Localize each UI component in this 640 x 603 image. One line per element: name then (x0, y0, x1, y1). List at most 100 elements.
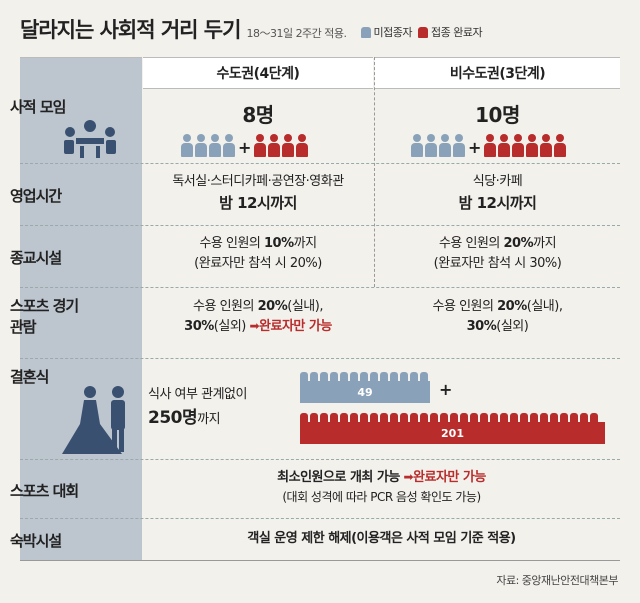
nonmetro-religion-note: (완료자만 참석 시 30%) (433, 256, 562, 272)
wedding-unvaccinated-heads (300, 372, 430, 382)
plus-sign: + (238, 138, 252, 157)
label-religion: 종교시설 (10, 249, 62, 267)
metro-religion-percent: 10% (264, 236, 294, 251)
vaccinated-person-icon (498, 134, 511, 157)
nonmetro-sports-viewing: 수용 인원의 20%(실내), 30%(실외) (375, 297, 620, 337)
wedding-unvaccinated-bar: 49 (300, 381, 430, 403)
wedding-text: 식사 여부 관계없이 250명까지 (148, 385, 298, 431)
unvaccinated-person-icon (410, 372, 418, 382)
text: 수용 인원의 (432, 299, 498, 314)
plus-sign: + (439, 380, 453, 399)
vaccinated-person-icon (360, 413, 368, 423)
vaccinated-person-icon (310, 413, 318, 423)
label-line: 관람 (10, 318, 37, 336)
legend-vaccinated: 접종 완료자 (431, 25, 483, 39)
metro-religion: 수용 인원의 10%까지 (완료자만 참석 시 20%) (143, 234, 373, 274)
row-divider (20, 163, 620, 164)
text: 까지 (293, 236, 317, 251)
metro-outdoor-percent: 30% (184, 319, 214, 335)
metro-sports-viewing: 수용 인원의 20%(실내), 30%(실외) ➡완료자만 가능 (143, 297, 373, 337)
unvaccinated-person-icon (300, 372, 308, 382)
text: 수용 인원의 (193, 299, 258, 314)
unvaccinated-person-icon (330, 372, 338, 382)
vaccinated-person-icon (470, 413, 478, 423)
vaccinated-person-icon (340, 413, 348, 423)
text: (실외) (213, 319, 250, 335)
vaccinated-person-icon (550, 413, 558, 423)
unvaccinated-person-icon (425, 134, 437, 157)
plus-sign: + (468, 138, 482, 157)
sports-event-rule: 최소인원으로 개최 가능 (277, 470, 400, 485)
unvaccinated-person-icon (400, 372, 408, 382)
nonmetro-religion-percent: 20% (503, 236, 534, 251)
unvaccinated-person-icon (453, 134, 465, 157)
vaccinated-person-icon (580, 413, 588, 423)
vaccinated-person-icon (520, 413, 528, 423)
label-sports-viewing: 스포츠 경기 관람 (0, 296, 122, 338)
column-header-nonmetro: 비수도권(3단계) (375, 57, 620, 89)
metro-people-group: + (180, 134, 309, 157)
metro-religion-note: (완료자만 참석 시 20%) (194, 256, 322, 272)
vaccinated-person-icon (418, 27, 429, 38)
row-labels-column (20, 88, 142, 560)
sports-event-note: (대회 성격에 따라 PCR 음성 확인도 가능) (282, 490, 481, 505)
unvaccinated-person-icon (370, 372, 378, 382)
table-bottom-line (20, 560, 620, 561)
vaccinated-only-note: 완료자만 가능 (413, 470, 486, 485)
vaccinated-person-icon (460, 413, 468, 423)
vaccinated-person-icon (254, 134, 267, 157)
vaccinated-person-icon (420, 413, 428, 423)
text: (실내), (526, 299, 563, 314)
arrow-icon: ➡ (403, 470, 414, 484)
vaccinated-person-icon (350, 413, 358, 423)
label-gathering: 사적 모임 (10, 98, 66, 116)
vaccinated-person-icon (296, 134, 309, 157)
source-credit: 자료: 중앙재난안전대책본부 (496, 574, 618, 587)
lodging-rule: 객실 운영 제한 해제(이용객은 사적 모임 기준 적용) (247, 531, 516, 546)
wedding-couple-icon (62, 386, 125, 454)
metro-indoor-percent: 20% (257, 299, 288, 314)
vaccinated-person-icon (512, 134, 525, 157)
unvaccinated-person-icon (390, 372, 398, 382)
label-line: 스포츠 경기 (10, 297, 79, 315)
nonmetro-outdoor-percent: 30% (466, 319, 497, 335)
vaccinated-person-icon (410, 413, 418, 423)
wedding-vaccinated-heads (300, 413, 600, 423)
unvaccinated-person-icon (320, 372, 328, 382)
text: (실내), (287, 299, 323, 314)
vaccinated-person-icon (554, 134, 567, 157)
label-business-hours: 영업시간 (10, 187, 62, 205)
page-subtitle: 18～31일 2주간 적용. (246, 27, 347, 40)
label-wedding: 결혼식 (10, 368, 49, 386)
unvaccinated-person-icon (411, 134, 423, 157)
vaccinated-person-icon (540, 134, 553, 157)
wedding-condition: 식사 여부 관계없이 (148, 387, 247, 402)
header-corner (20, 57, 142, 89)
metro-hours-time: 밤 12시까지 (219, 194, 297, 213)
legend-unvaccinated: 미접종자 (373, 25, 413, 39)
row-divider (20, 225, 620, 226)
vaccinated-person-icon (282, 134, 295, 157)
metro-gathering-count: 8명 (242, 103, 274, 127)
wedding-limit: 250명 (148, 408, 198, 429)
meeting-table-icon (64, 120, 116, 158)
sports-event-content: 최소인원으로 개최 가능 ➡완료자만 가능 (대회 성격에 따라 PCR 음성 … (143, 468, 620, 507)
text: 까지 (533, 236, 557, 251)
vaccinated-person-icon (430, 413, 438, 423)
header: 달라지는 사회적 거리 두기 18～31일 2주간 적용. 미접종자 접종 완료… (20, 14, 483, 50)
text: (실외) (496, 319, 529, 335)
vaccinated-person-icon (320, 413, 328, 423)
nonmetro-gathering-count: 10명 (475, 103, 520, 127)
nonmetro-hours: 식당·카페 밤 12시까지 (375, 172, 620, 215)
metro-hours-venues: 독서실·스터디카페·공연장·영화관 (172, 174, 344, 189)
unvaccinated-person-icon (360, 372, 368, 382)
vaccinated-person-icon (400, 413, 408, 423)
nonmetro-religion: 수용 인원의 20%까지 (완료자만 참석 시 30%) (375, 234, 620, 274)
vaccinated-person-icon (370, 413, 378, 423)
row-divider (20, 518, 620, 519)
legend: 미접종자 접종 완료자 (355, 24, 483, 40)
unvaccinated-person-icon (195, 134, 207, 157)
vaccinated-person-icon (330, 413, 338, 423)
unvaccinated-person-icon (380, 372, 388, 382)
label-lodging: 숙박시설 (10, 532, 62, 550)
